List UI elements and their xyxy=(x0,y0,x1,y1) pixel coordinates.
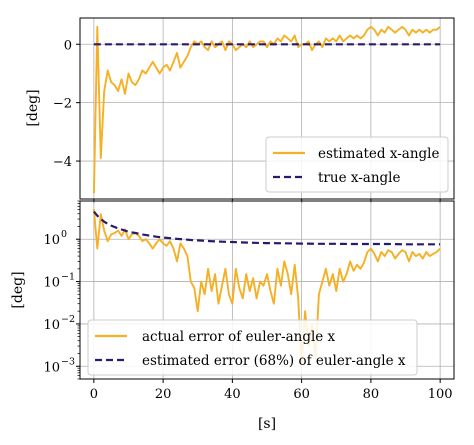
bottom-panel-ylabel: [deg] xyxy=(10,271,26,308)
y-tick-label: −2 xyxy=(53,97,72,112)
top-panel-ylabel: [deg] xyxy=(25,89,41,126)
y-tick-exponent: −3 xyxy=(61,356,75,367)
y-tick-exponent: −2 xyxy=(61,314,75,325)
top-panel-series xyxy=(92,25,441,194)
legend-label-actual-error: actual error of euler-angle x xyxy=(142,329,336,345)
series-line-estimated-x-angle xyxy=(92,25,441,194)
x-tick-label: 0 xyxy=(90,387,98,402)
legend-label-estimated-error: estimated error (68%) of euler-angle x xyxy=(142,353,406,369)
y-tick-label: −4 xyxy=(53,155,72,170)
top-panel-frame xyxy=(79,17,455,200)
bottom-panel-xlabel: [s] xyxy=(258,416,276,432)
bottom-legend: actual error of euler-angle x estimated … xyxy=(87,319,418,376)
y-tick-label: 10 xyxy=(43,276,60,291)
legend-label-estimated-x-angle: estimated x-angle xyxy=(318,146,440,162)
y-tick-label: 10 xyxy=(43,318,60,333)
x-tick-label: 60 xyxy=(293,387,310,402)
y-tick-exponent: −1 xyxy=(61,272,75,283)
x-tick-label: 80 xyxy=(363,387,380,402)
top-panel: 0 −2 −4 [deg] estimated x-angle true x-ang… xyxy=(25,17,455,203)
x-tick-label: 40 xyxy=(224,387,241,402)
y-tick-label: 10 xyxy=(43,360,60,375)
bottom-panel-frame xyxy=(79,200,455,380)
series-line-estimated-error-68-of-euler-angle-x xyxy=(93,210,441,246)
x-tick-label: 100 xyxy=(428,387,453,402)
legend-label-true-x-angle: true x-angle xyxy=(318,170,400,186)
y-tick-label: 10 xyxy=(43,233,60,248)
y-tick-label: 0 xyxy=(64,38,72,53)
x-tick-label: 20 xyxy=(155,387,172,402)
series-line-actual-error-of-euler-angle-x xyxy=(92,209,441,368)
top-legend-box xyxy=(265,136,449,193)
bottom-panel-series xyxy=(92,209,441,368)
bottom-legend-box xyxy=(87,319,418,376)
y-tick-exponent: 0 xyxy=(61,229,67,240)
top-legend: estimated x-angle true x-angle xyxy=(265,136,449,193)
